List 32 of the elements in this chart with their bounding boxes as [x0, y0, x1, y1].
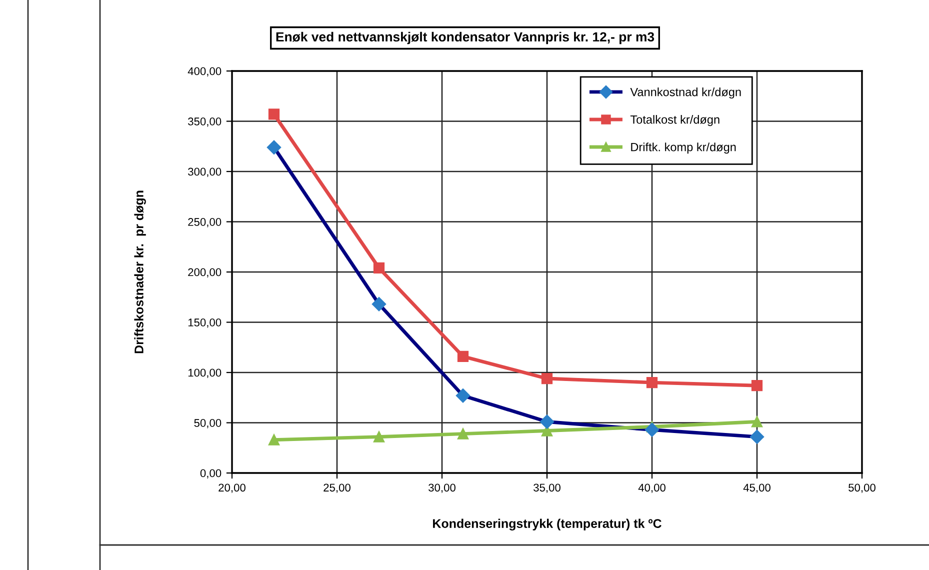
y-tick-label: 300,00: [188, 168, 222, 177]
point: [751, 380, 763, 392]
x-tick-label: 30,00: [428, 484, 456, 493]
y-tick-label: 0,00: [200, 469, 222, 478]
y-tick-label: 250,00: [188, 218, 222, 228]
y-tick-label: 200,00: [188, 268, 222, 278]
point: [457, 428, 469, 440]
y-tick-label: 400,00: [188, 67, 222, 76]
y-axis-title: Driftskostnader kr. pr døgn: [134, 190, 146, 354]
x-tick-label: 25,00: [324, 484, 350, 493]
y-tick-label: 350,00: [188, 118, 222, 127]
point: [646, 376, 658, 388]
x-tick-label: 40,00: [638, 484, 666, 493]
chart-title: Enøk ved nettvannskjølt kondensator Vannpris kr. 12,- pr m3: [276, 32, 654, 44]
x-axis-title: Kondenseringstrykk (temperatur) tk ºC: [433, 518, 662, 530]
legend-label: Totalkost kr/døgn: [630, 115, 720, 126]
x-tick-label: 50,00: [848, 484, 876, 493]
point: [457, 350, 469, 362]
x-tick-label: 35,00: [534, 484, 560, 493]
point: [751, 416, 763, 428]
x-tick-label: 20,00: [218, 484, 246, 493]
point: [268, 108, 280, 120]
legend-label: Driftk. komp kr/døgn: [631, 142, 736, 154]
point: [541, 372, 553, 384]
y-tick-label: 100,00: [188, 368, 222, 378]
x-tick-label: 45,00: [743, 484, 770, 493]
y-tick-label: 50,00: [194, 419, 222, 428]
point: [373, 262, 385, 274]
y-tick-label: 150,00: [188, 318, 222, 328]
legend-label: Vannkostnad kr/døgn: [630, 88, 741, 99]
point: [373, 431, 385, 442]
point: [268, 434, 280, 446]
